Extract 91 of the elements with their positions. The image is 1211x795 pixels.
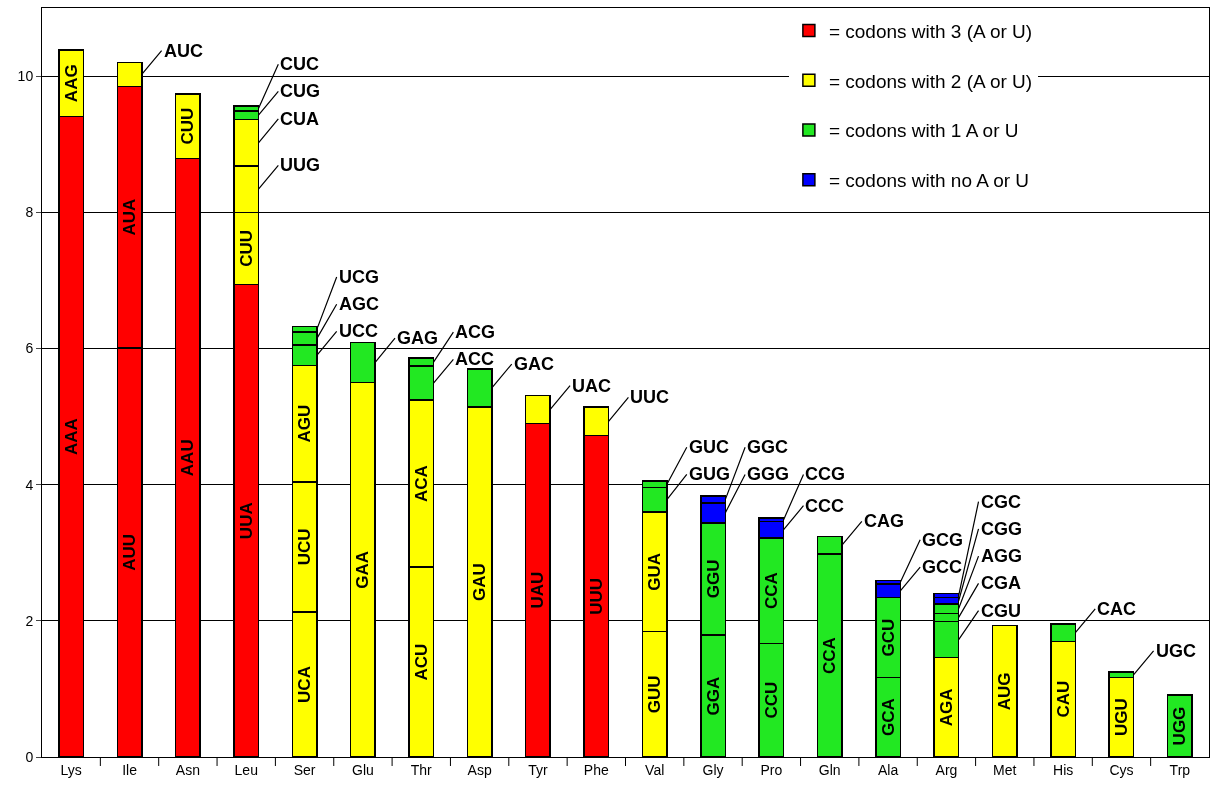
- data-label: GGC: [747, 437, 789, 457]
- x-tick-label: His: [1053, 761, 1074, 778]
- y-tick-label: 4: [25, 476, 34, 493]
- x-tick-label: Gln: [818, 761, 841, 778]
- x-tick-label: Thr: [410, 761, 433, 778]
- x-tick-label: Ser: [293, 761, 316, 778]
- data-label: AGC: [339, 294, 379, 314]
- data-label: GAC: [514, 354, 554, 374]
- data-label: GGA: [703, 676, 723, 716]
- data-label: GCC: [922, 557, 962, 577]
- x-tick-label: Lys: [60, 761, 82, 778]
- x-tick-label: Arg: [935, 761, 958, 778]
- x-tick-label: Glu: [352, 761, 374, 778]
- data-label: GCG: [922, 530, 964, 550]
- data-label: UUA: [236, 502, 256, 540]
- data-label: ACC: [455, 349, 494, 369]
- data-label: GCA: [878, 698, 898, 737]
- legend-label: = codons with 2 (A or U): [828, 70, 1033, 92]
- data-label: CCG: [805, 464, 845, 484]
- x-tick-label: Trp: [1169, 761, 1191, 778]
- data-label: CCA: [761, 572, 781, 609]
- data-label: ACU: [411, 643, 431, 681]
- data-label: AGU: [295, 404, 315, 443]
- y-tick-label: 6: [25, 340, 34, 357]
- x-tick-label: Val: [645, 761, 665, 778]
- data-label: UCC: [339, 321, 378, 341]
- data-label: AUG: [995, 672, 1015, 711]
- data-label: UGC: [1156, 641, 1196, 661]
- data-label: CGC: [981, 492, 1021, 512]
- data-label: CUU: [236, 229, 256, 267]
- data-label: CCC: [805, 496, 844, 516]
- data-label: AUU: [120, 533, 140, 571]
- data-label: AAU: [178, 439, 198, 477]
- data-label: UUC: [630, 387, 669, 407]
- data-label: AGG: [981, 546, 1023, 566]
- data-label: CCU: [761, 681, 781, 719]
- data-label: ACG: [455, 322, 495, 342]
- x-tick-label: Pro: [760, 761, 783, 778]
- legend-label: = codons with 3 (A or U): [828, 21, 1033, 43]
- x-tick-label: Leu: [234, 761, 258, 778]
- data-label: CUU: [178, 107, 198, 145]
- x-tick-label: Asp: [467, 761, 492, 778]
- data-label: AGA: [936, 688, 956, 727]
- data-label: UGU: [1111, 698, 1131, 737]
- x-tick-label: Phe: [583, 761, 609, 778]
- data-label: GGU: [703, 559, 723, 599]
- data-label: GUG: [689, 464, 731, 484]
- data-label: CUC: [280, 54, 319, 74]
- data-label: UUG: [280, 155, 320, 175]
- data-label: CAU: [1053, 680, 1073, 718]
- data-label: CAG: [864, 511, 904, 531]
- legend-label: = codons with no A or U: [828, 170, 1030, 192]
- data-label: AUA: [120, 198, 140, 236]
- data-label: UAC: [572, 376, 611, 396]
- data-label: CGG: [981, 519, 1023, 539]
- data-label: CUA: [280, 109, 319, 129]
- y-tick-label: 10: [17, 67, 34, 84]
- y-tick-label: 8: [25, 204, 34, 221]
- y-tick-label: 0: [25, 748, 34, 765]
- x-tick-label: Ala: [877, 761, 899, 778]
- data-label: GUA: [645, 552, 665, 591]
- data-label: UUU: [586, 577, 606, 615]
- data-label: UCG: [339, 267, 379, 287]
- y-tick-label: 2: [25, 612, 34, 629]
- data-label: ACA: [411, 465, 431, 503]
- legend-label: = codons with 1 A or U: [828, 120, 1019, 142]
- x-tick-label: Met: [993, 761, 1017, 778]
- data-label: UGG: [1170, 706, 1190, 746]
- data-label: UCA: [295, 666, 315, 703]
- data-label: GUC: [689, 437, 729, 457]
- data-label: GCU: [878, 618, 898, 657]
- x-tick-label: Asn: [175, 761, 200, 778]
- x-tick-label: Cys: [1109, 761, 1134, 778]
- x-tick-label: Ile: [122, 761, 138, 778]
- data-label: AAA: [61, 418, 81, 456]
- data-label: AUC: [164, 41, 203, 61]
- data-label: AAG: [61, 64, 81, 103]
- data-label: GAG: [397, 328, 439, 348]
- data-label: GUU: [645, 675, 665, 714]
- data-label: UCU: [295, 528, 315, 566]
- x-tick-label: Tyr: [528, 761, 549, 778]
- data-label: GGG: [747, 464, 790, 484]
- data-label: UAU: [528, 571, 548, 609]
- data-label: CCA: [820, 637, 840, 674]
- data-label: CGA: [981, 573, 1021, 593]
- data-label: CUG: [280, 81, 320, 101]
- data-label: GAA: [353, 550, 373, 589]
- x-tick-label: Gly: [702, 761, 724, 778]
- data-label: CAC: [1097, 599, 1136, 619]
- data-label: CGU: [981, 601, 1021, 621]
- data-label: GAU: [470, 563, 490, 601]
